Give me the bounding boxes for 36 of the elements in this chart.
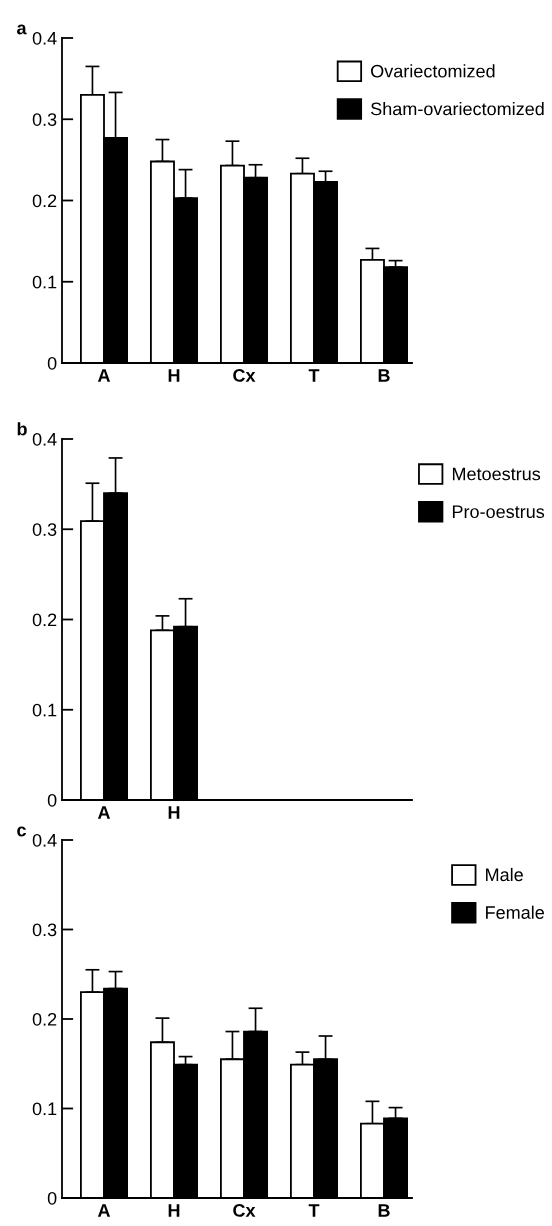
legend-label: Ovariectomized bbox=[371, 64, 495, 78]
x-tick-label: Cx bbox=[233, 369, 256, 382]
y-tick-label: 0 bbox=[47, 356, 57, 370]
x-tick-label: A bbox=[97, 1204, 111, 1217]
legend-label: Metoestrus bbox=[452, 467, 541, 481]
y-tick-label: 0.4 bbox=[32, 432, 57, 446]
x-tick-label: B bbox=[378, 1204, 390, 1217]
y-tick-label: 0.3 bbox=[32, 113, 57, 126]
y-tick-label: 0.4 bbox=[32, 31, 57, 45]
legend-label: Pro-oestrus bbox=[452, 505, 545, 519]
y-tick-label: 0.3 bbox=[32, 923, 57, 937]
y-tick-label: 0 bbox=[47, 1191, 57, 1205]
legend-label: Female bbox=[486, 905, 544, 919]
y-tick-label: 0.2 bbox=[32, 613, 57, 627]
x-tick-label: B bbox=[378, 369, 390, 382]
legend-label: Sham-ovariectomized bbox=[371, 102, 544, 116]
x-tick-label: A bbox=[97, 369, 111, 382]
chart-title: a bbox=[17, 24, 27, 35]
x-tick-label: H bbox=[168, 806, 180, 819]
x-tick-label: H bbox=[168, 1204, 180, 1217]
chart-title: b bbox=[17, 422, 27, 436]
x-tick-label: T bbox=[308, 1204, 320, 1217]
y-tick-label: 0.1 bbox=[32, 703, 57, 717]
y-tick-label: 0.1 bbox=[32, 275, 57, 289]
chart-title: c bbox=[17, 826, 27, 837]
y-tick-label: 0.2 bbox=[32, 1012, 57, 1026]
x-tick-label: A bbox=[97, 806, 111, 819]
y-tick-label: 0 bbox=[47, 793, 57, 807]
x-tick-label: H bbox=[168, 369, 180, 382]
y-tick-label: 0.4 bbox=[32, 833, 57, 847]
y-tick-label: 0.2 bbox=[32, 194, 57, 208]
y-tick-label: 0.1 bbox=[32, 1102, 57, 1116]
x-tick-label: T bbox=[308, 369, 320, 382]
legend-label: Male bbox=[486, 867, 523, 882]
x-tick-label: Cx bbox=[233, 1204, 256, 1217]
y-tick-label: 0.3 bbox=[32, 523, 57, 536]
